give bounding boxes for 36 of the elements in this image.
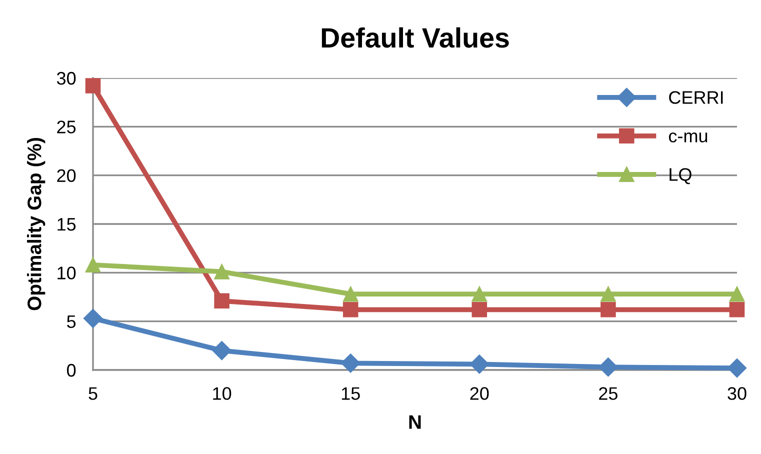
point xyxy=(85,78,101,94)
point xyxy=(85,257,101,273)
point xyxy=(214,293,230,309)
x-tick-label: 30 xyxy=(728,387,746,400)
point xyxy=(729,302,745,318)
x-axis-title: N xyxy=(409,415,421,429)
y-tick-label: 30 xyxy=(56,72,76,85)
y-tick-label: 15 xyxy=(58,218,76,231)
point xyxy=(342,302,358,318)
point xyxy=(729,286,745,302)
y-tick-label: 0 xyxy=(67,364,76,377)
point xyxy=(214,264,230,280)
point xyxy=(600,302,616,318)
point xyxy=(598,358,618,377)
chart-title: Default Values xyxy=(322,27,509,48)
legend-label: CERRI xyxy=(669,91,723,104)
x-tick-label: 15 xyxy=(342,387,360,400)
y-tick-label: 5 xyxy=(67,315,76,328)
y-tick-label: 10 xyxy=(58,266,76,280)
point xyxy=(472,286,488,302)
y-axis-title: Optimality Gap (%) xyxy=(27,138,46,310)
point xyxy=(472,302,488,318)
point xyxy=(470,354,489,374)
legend-label: c-mu xyxy=(668,132,708,142)
point xyxy=(342,286,358,302)
x-tick-label: 25 xyxy=(599,387,618,400)
legend-label: LQ xyxy=(670,168,692,184)
point xyxy=(341,354,360,373)
y-tick-label: 20 xyxy=(57,169,76,182)
y-tick-label: 25 xyxy=(57,120,76,134)
x-tick-label: 5 xyxy=(88,387,98,400)
point xyxy=(83,308,103,328)
x-tick-label: 20 xyxy=(470,387,489,400)
point xyxy=(600,286,616,302)
point xyxy=(212,341,232,360)
x-tick-label: 10 xyxy=(213,387,232,400)
